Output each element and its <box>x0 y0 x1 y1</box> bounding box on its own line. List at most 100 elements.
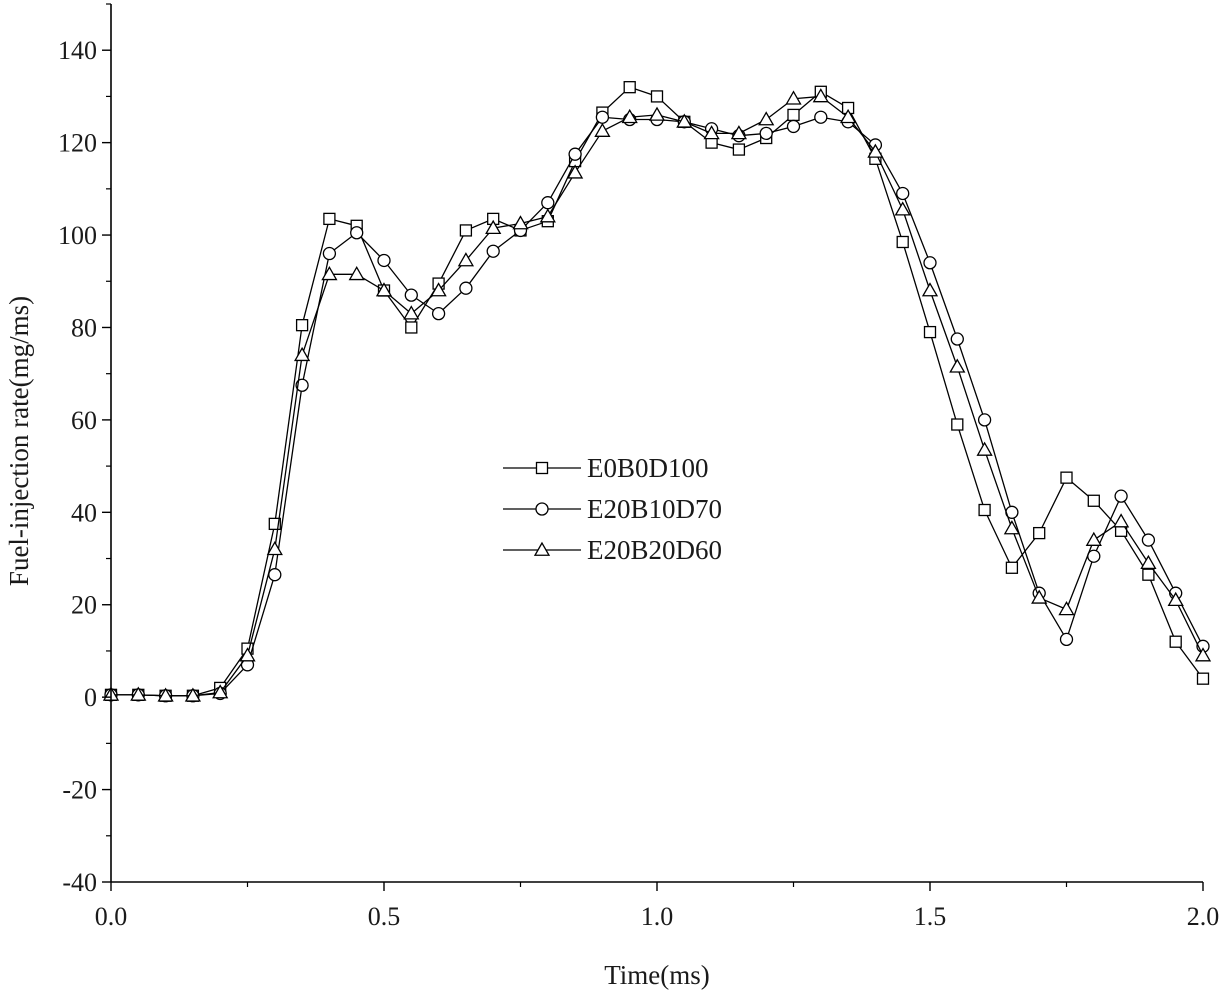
legend-marker <box>533 541 551 556</box>
y-axis-title: Fuel-injection rate(mg/ms) <box>4 296 34 586</box>
data-point <box>566 164 584 179</box>
data-point <box>1003 520 1021 535</box>
data-point <box>568 147 582 161</box>
data-point <box>541 196 555 210</box>
data-point <box>1194 647 1212 662</box>
data-point <box>375 282 393 297</box>
data-point <box>648 106 666 121</box>
data-point <box>403 305 420 320</box>
y-tick-label: 80 <box>71 313 97 342</box>
data-point <box>377 253 391 268</box>
data-point <box>1167 591 1184 607</box>
data-point <box>485 219 502 235</box>
y-tick-label: 20 <box>71 591 97 620</box>
data-point <box>976 441 993 456</box>
data-point <box>730 125 748 140</box>
data-point <box>1140 554 1157 570</box>
data-point <box>459 224 473 237</box>
legend-marker <box>535 461 549 475</box>
series-line <box>111 95 1204 697</box>
data-point <box>1005 561 1019 574</box>
data-point <box>867 143 884 158</box>
data-point <box>323 212 336 226</box>
data-point <box>814 110 828 124</box>
data-point <box>758 111 775 126</box>
data-point <box>1059 632 1074 647</box>
x-tick-label: 1.0 <box>641 902 674 931</box>
y-tick-label: 40 <box>71 498 97 527</box>
data-point <box>896 186 910 201</box>
data-point <box>894 201 911 216</box>
series-E20B10D70 <box>104 110 1210 703</box>
data-point <box>1196 672 1210 685</box>
data-point <box>951 418 964 431</box>
data-point <box>295 378 309 392</box>
data-point <box>1085 531 1102 546</box>
series-E20B20D60 <box>102 88 1212 702</box>
data-point <box>404 288 418 302</box>
data-point <box>350 226 364 240</box>
series-line <box>111 116 1204 697</box>
data-point <box>759 126 773 141</box>
data-point <box>184 687 202 702</box>
data-point <box>594 122 611 137</box>
data-point <box>1112 513 1130 528</box>
legend-label: E0B0D100 <box>587 453 709 483</box>
data-point <box>621 108 638 124</box>
data-point <box>512 215 529 230</box>
legend-item: E0B0D100 <box>503 453 709 483</box>
y-tick-label: 0 <box>84 683 97 712</box>
legend: E0B0D100 E20B10D70 E20B20D60 <box>503 453 722 565</box>
series-line <box>111 86 1204 697</box>
data-point <box>1142 568 1155 581</box>
y-tick-label: 60 <box>71 406 97 435</box>
legend-label: E20B20D60 <box>587 535 722 565</box>
data-point <box>486 244 500 258</box>
x-axis-title: Time(ms) <box>604 960 710 990</box>
data-point <box>1169 635 1182 648</box>
data-point <box>539 208 556 223</box>
data-point <box>896 235 909 249</box>
y-tick-label: 100 <box>58 221 97 250</box>
data-point <box>1033 526 1046 540</box>
data-point <box>157 687 174 702</box>
x-tick-label: 0.5 <box>368 902 401 931</box>
data-point <box>212 684 229 699</box>
data-point <box>1031 589 1048 604</box>
data-point <box>949 358 966 373</box>
data-point <box>977 413 992 427</box>
data-point <box>787 108 800 122</box>
legend-item: E20B20D60 <box>503 535 722 565</box>
x-tick-label: 2.0 <box>1187 902 1220 931</box>
data-point <box>1058 601 1075 616</box>
data-point <box>405 321 418 334</box>
data-point <box>623 81 636 94</box>
data-point <box>430 282 447 297</box>
data-point <box>293 346 311 362</box>
data-point <box>785 90 802 105</box>
y-tick-label: -40 <box>62 868 97 897</box>
data-point <box>322 246 337 261</box>
data-point <box>457 252 475 267</box>
data-point <box>978 503 991 517</box>
plot-area <box>102 81 1212 703</box>
data-point <box>923 256 937 270</box>
data-point <box>459 281 473 295</box>
data-point <box>921 282 939 297</box>
y-tick-label: 140 <box>58 36 97 65</box>
y-tick-label: -20 <box>62 776 97 805</box>
data-point <box>950 332 964 346</box>
axes: -40 -20 0 20 40 60 80 100 120 140 0.0 0.5 1.0 1.5 2.0 <box>58 3 1220 931</box>
legend-item: E20B10D70 <box>503 494 722 524</box>
legend-label: E20B10D70 <box>587 494 722 524</box>
data-point <box>130 686 147 701</box>
data-point <box>1060 471 1073 484</box>
data-point <box>676 113 693 128</box>
legend-marker <box>535 502 549 516</box>
data-point <box>239 647 256 662</box>
data-point <box>431 306 446 321</box>
series-E0B0D100 <box>104 81 1210 702</box>
data-point <box>321 266 338 281</box>
data-point <box>595 110 610 124</box>
